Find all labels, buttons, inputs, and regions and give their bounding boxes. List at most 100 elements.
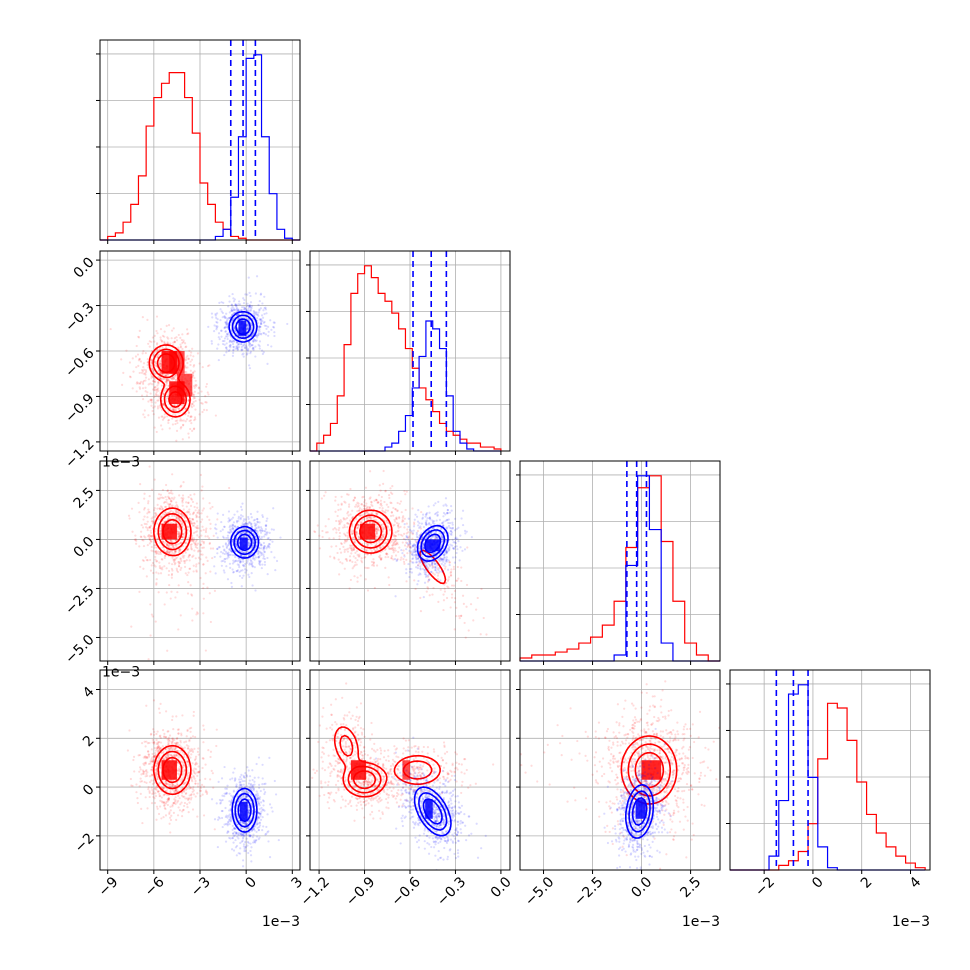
contour-red	[156, 353, 183, 408]
histogram-red	[100, 72, 300, 241]
marginal-histogram-3: −2 0 2 4	[726, 669, 931, 900]
x-tick-label: −6	[142, 874, 168, 900]
x-tick-label: −9	[96, 874, 122, 900]
density-cell-blue	[240, 801, 248, 822]
y-tick-label: −2	[72, 830, 98, 856]
density-cell-blue	[425, 539, 441, 552]
grid	[520, 670, 720, 870]
x-tick-label: 0.0	[628, 874, 655, 901]
x-tick-label: −0.6	[388, 874, 423, 909]
y-tick-label: 0.0	[71, 254, 98, 281]
joint-panel-1-2	[306, 460, 511, 665]
histogram-red	[310, 265, 502, 452]
grid	[100, 461, 300, 661]
contour-blue	[231, 787, 258, 833]
x-offset-label: 1e−3	[892, 914, 930, 930]
density-cell-blue	[425, 799, 433, 819]
y-tick-label: −1.2	[62, 436, 97, 471]
joint-panel-0-2: −5.0 −2.5 0.0 2.5	[62, 460, 301, 667]
contour-red	[352, 770, 377, 790]
contour-blue	[418, 792, 448, 831]
contour-red	[339, 734, 433, 794]
x-tick-label: −3	[188, 874, 214, 900]
y-tick-label: −5.0	[62, 632, 97, 667]
contour-red	[359, 519, 383, 544]
y-tick-label: −0.9	[62, 391, 97, 426]
x-offset-label: 1e−3	[262, 914, 300, 930]
x-tick-label: 0	[809, 874, 827, 892]
density-cell-red	[360, 523, 376, 540]
contour-red	[634, 751, 665, 789]
contour-blue	[422, 798, 443, 825]
x-offset-label: 1e−3	[682, 914, 720, 930]
x-tick-label: −2	[752, 874, 778, 900]
density-cell-blue	[635, 799, 646, 819]
contour-blue	[234, 792, 255, 828]
contour-red	[627, 743, 671, 797]
contour-red	[162, 518, 183, 545]
histogram-red	[519, 475, 720, 662]
histogram-red	[730, 702, 926, 871]
contour-red	[148, 344, 191, 418]
joint-panel-0-1: −1.2 −0.9 −0.6 −0.3 0.0	[62, 250, 301, 472]
contour-blue	[236, 533, 253, 552]
x-tick-label: 4	[907, 874, 925, 892]
y-tick-label: −0.6	[62, 345, 97, 380]
contour-blue	[420, 529, 446, 558]
contour-red	[153, 507, 192, 557]
x-tick-label: −5.0	[522, 874, 557, 909]
density-cell-blue	[238, 320, 247, 336]
x-tick-label: −2.5	[571, 874, 606, 909]
y-offset-label: 1e−3	[102, 665, 140, 681]
grid	[310, 461, 510, 661]
density-cell-red	[161, 760, 177, 780]
contour-blue	[235, 318, 251, 336]
grid	[730, 670, 930, 870]
contour-blue	[628, 790, 651, 833]
y-tick-label: 2	[80, 733, 98, 751]
y-tick-label: 2.5	[71, 485, 98, 512]
x-tick-label: 0	[242, 874, 260, 892]
joint-panel-2-3: −5.0 −2.5 0.0 2.5	[516, 669, 721, 909]
grid	[520, 461, 720, 661]
x-tick-label: 0.0	[488, 874, 515, 901]
contour-blue	[416, 524, 449, 562]
contour-red	[333, 726, 441, 798]
contour-red	[162, 756, 183, 784]
x-tick-label: −1.2	[298, 874, 333, 909]
grid	[100, 251, 300, 451]
contour-red	[353, 514, 388, 549]
contour-blue	[230, 525, 260, 559]
density-cell-blue	[240, 537, 248, 550]
contour-red	[157, 513, 188, 551]
contour-blue	[231, 314, 255, 339]
marginal-histogram-1	[306, 250, 511, 455]
contour-blue	[228, 310, 258, 343]
contour-blue	[424, 533, 442, 554]
y-tick-label: 0	[80, 781, 98, 799]
grid	[310, 251, 510, 451]
x-tick-label: −0.9	[343, 874, 378, 909]
y-tick-label: 4	[80, 684, 98, 702]
y-tick-label: −2.5	[62, 583, 97, 618]
density-cell-red	[402, 760, 410, 780]
contour-blue	[413, 786, 452, 837]
y-tick-label: 0.0	[71, 534, 98, 561]
contour-blue	[233, 529, 256, 556]
contour-blue	[631, 797, 648, 826]
y-tick-label: −0.3	[62, 300, 97, 335]
x-tick-label: −0.3	[434, 874, 469, 909]
density-cell-red	[641, 760, 662, 780]
x-tick-label: 3	[289, 874, 307, 892]
contour-red	[152, 348, 187, 414]
marginal-histogram-0	[96, 39, 301, 244]
y-offset-label: 1e−3	[102, 455, 140, 471]
density-cell-red	[161, 523, 177, 540]
x-tick-label: 2.5	[677, 874, 704, 901]
joint-panel-1-3: −1.2 −0.9 −0.6 −0.3 0.0	[298, 669, 515, 909]
contour-blue	[237, 798, 252, 823]
marginal-histogram-2	[516, 460, 721, 665]
contour-blue	[625, 783, 655, 839]
contour-red	[153, 744, 192, 796]
